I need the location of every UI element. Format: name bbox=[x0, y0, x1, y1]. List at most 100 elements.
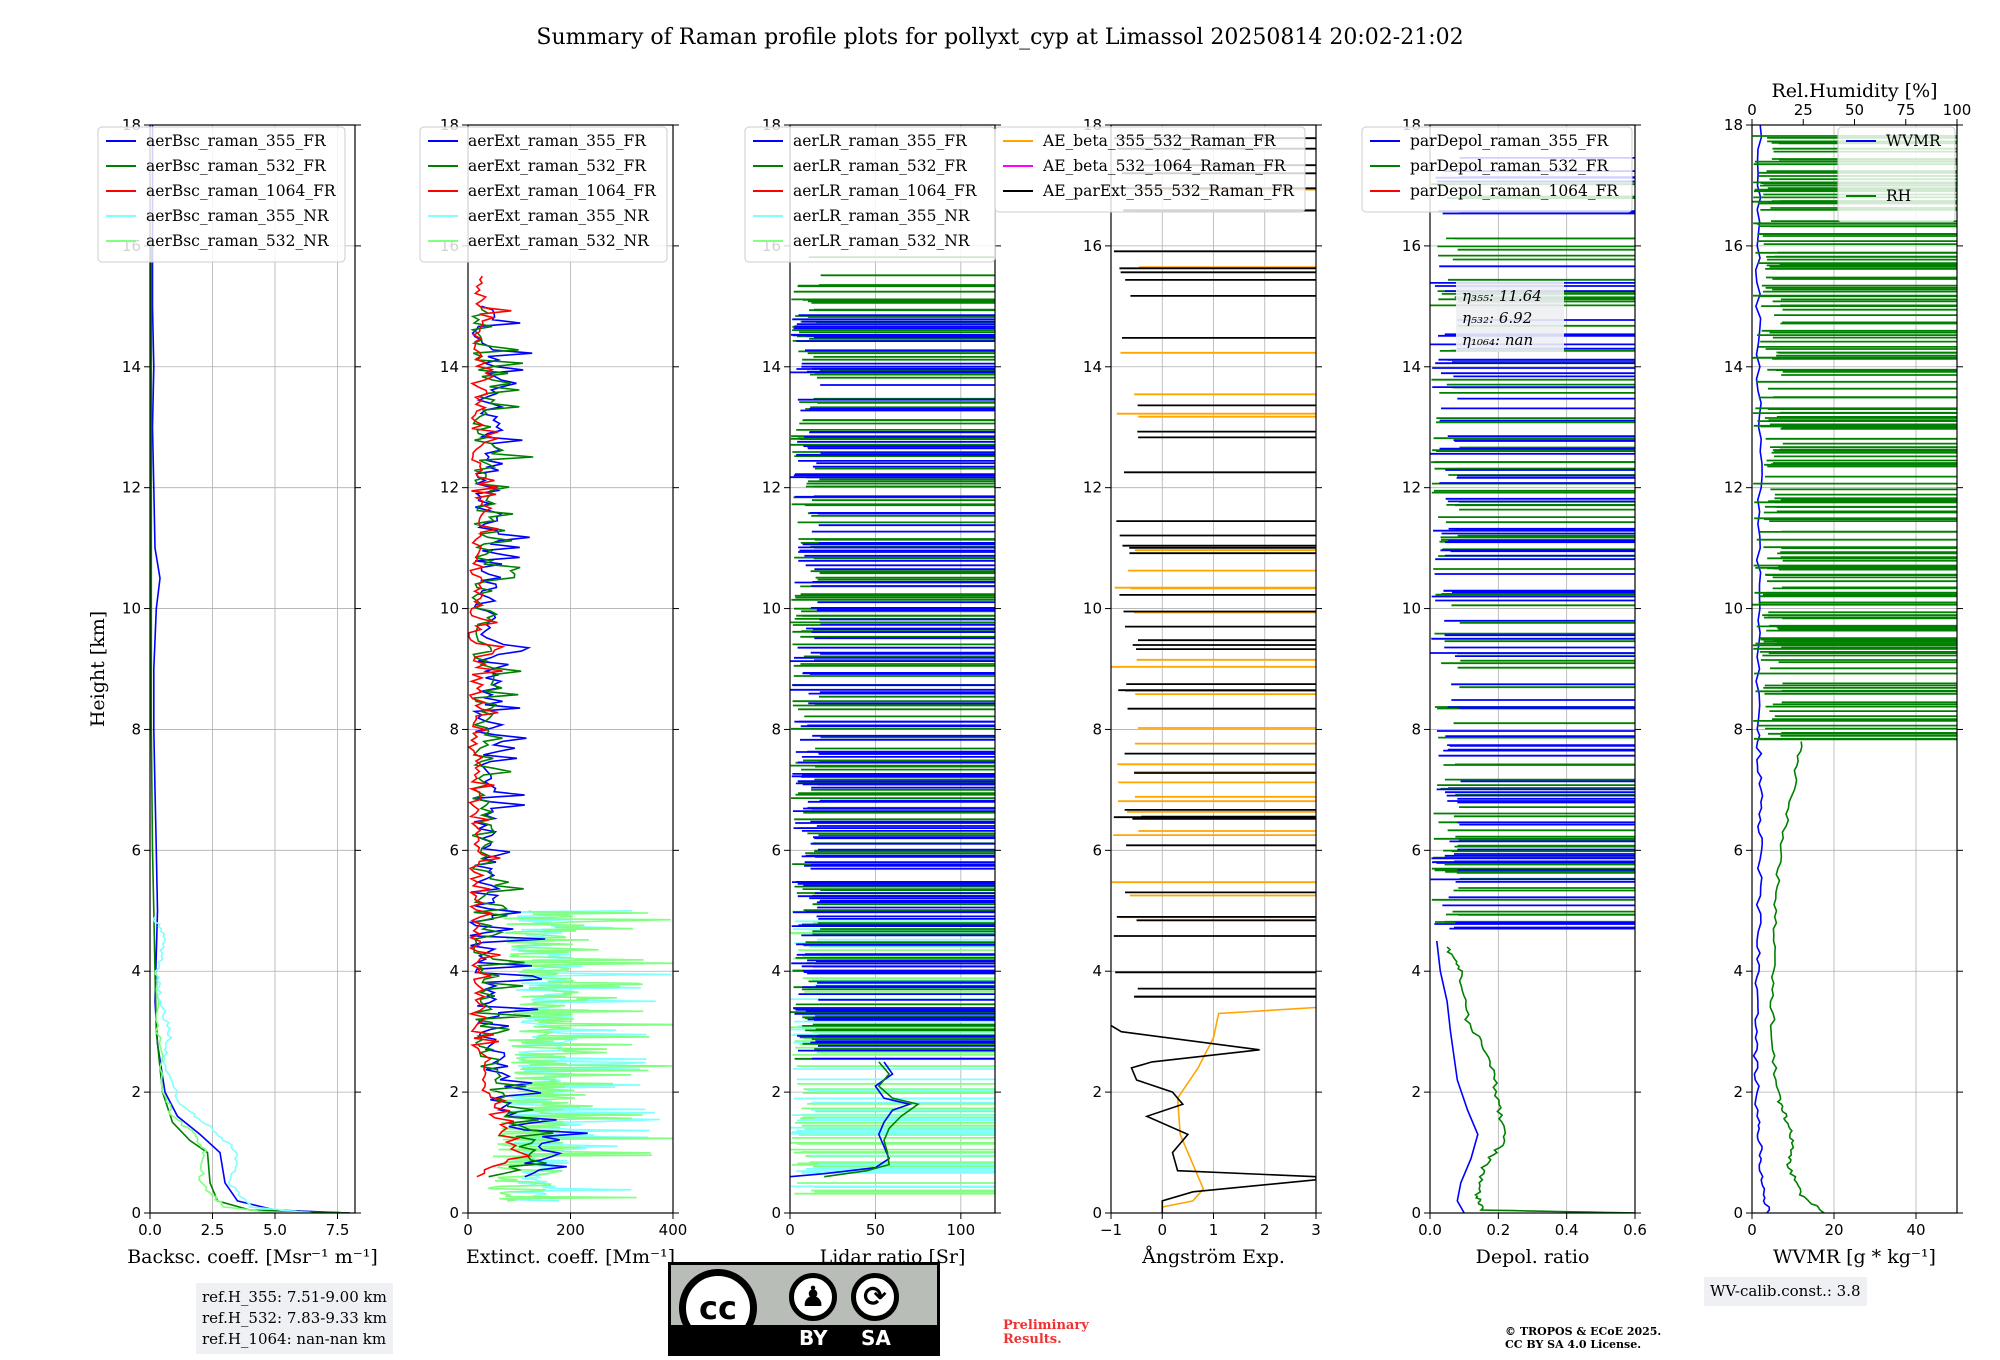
x-tick-label: 0 bbox=[1747, 1221, 1757, 1239]
legend-label: aerBsc_raman_532_NR bbox=[146, 232, 330, 250]
reference-height-box: ref.H_355: 7.51-9.00 km ref.H_532: 7.83-… bbox=[196, 1283, 393, 1354]
x-tick-label: 2.5 bbox=[201, 1221, 225, 1239]
legend-label: RH bbox=[1886, 187, 1911, 205]
y-tick-label: 6 bbox=[131, 841, 141, 859]
legend-label: AE_beta_532_1064_Raman_FR bbox=[1042, 157, 1287, 175]
y-tick-label: 10 bbox=[762, 600, 781, 618]
panel-bsc: 0.02.55.07.5024681012141618Backsc. coeff… bbox=[87, 116, 378, 1268]
legend-label: aerLR_raman_355_NR bbox=[793, 207, 971, 225]
copyright-line-1: © TROPOS & ECoE 2025. bbox=[1505, 1325, 1662, 1338]
series-line-RH bbox=[1769, 741, 1825, 1213]
y-tick-label: 2 bbox=[1092, 1083, 1102, 1101]
y-tick-label: 8 bbox=[1411, 720, 1421, 738]
legend-label: aerExt_raman_1064_FR bbox=[468, 182, 657, 200]
y-tick-label: 6 bbox=[1411, 841, 1421, 859]
x-tick-label: 3 bbox=[1311, 1221, 1321, 1239]
annotation-line: η₅₃₂: 6.92 bbox=[1462, 309, 1532, 327]
y-tick-label: 10 bbox=[1083, 600, 1102, 618]
eta-annotation: η₃₅₅: 11.64 η₅₃₂: 6.92 η₁₀₆₄: nan bbox=[1456, 282, 1564, 352]
series-line-aerExt_raman_532_NR bbox=[487, 910, 673, 1202]
y-tick-label: 8 bbox=[131, 720, 141, 738]
series-lines-aerLR_raman_355_FR bbox=[790, 314, 995, 1060]
y-tick-label: 16 bbox=[1724, 237, 1743, 255]
legend-label: aerBsc_raman_355_NR bbox=[146, 207, 330, 225]
attribution-person-icon: ♟ bbox=[789, 1273, 837, 1321]
preliminary-line-1: Preliminary bbox=[1003, 1318, 1089, 1333]
y-tick-label: 10 bbox=[122, 600, 141, 618]
x-tick-label: 400 bbox=[659, 1221, 688, 1239]
legend-label: parDepol_raman_1064_FR bbox=[1410, 182, 1619, 200]
ref-height-532: ref.H_532: 7.83-9.33 km bbox=[202, 1309, 387, 1327]
top-axis-label: Rel.Humidity [%] bbox=[1771, 80, 1937, 102]
legend-label: AE_parExt_355_532_Raman_FR bbox=[1042, 182, 1295, 200]
top-tick-label: 25 bbox=[1794, 101, 1813, 119]
legend-label: aerLR_raman_532_FR bbox=[793, 157, 968, 175]
legend-label: parDepol_raman_532_FR bbox=[1410, 157, 1610, 175]
legend-box bbox=[1361, 126, 1633, 213]
x-axis-label: Extinct. coeff. [Mm⁻¹] bbox=[466, 1246, 675, 1268]
y-tick-label: 10 bbox=[1724, 600, 1743, 618]
y-axis-label: Height [km] bbox=[87, 611, 109, 727]
annotation-line: η₃₅₅: 11.64 bbox=[1462, 287, 1542, 305]
x-axis-label: Ångström Exp. bbox=[1141, 1246, 1285, 1268]
y-tick-label: 6 bbox=[1733, 841, 1743, 859]
wv-calibration-box: WV-calib.const.: 3.8 bbox=[1704, 1277, 1867, 1306]
copyright-note: © TROPOS & ECoE 2025. CC BY SA 4.0 Licen… bbox=[1505, 1325, 1661, 1351]
series-group bbox=[468, 275, 673, 1202]
y-tick-label: 8 bbox=[1733, 720, 1743, 738]
x-tick-label: 40 bbox=[1906, 1221, 1925, 1239]
preliminary-results-note: Preliminary Results. bbox=[1003, 1319, 1089, 1347]
annotation-box bbox=[1456, 282, 1564, 352]
y-tick-label: 6 bbox=[449, 841, 459, 859]
panel-wv: 0 20 40 0 2 4 6 8 10 12 14 16 18 WVMR [g * kg⁻¹] 0 25 50… bbox=[1724, 80, 1972, 1268]
series-lines-RH_spikes bbox=[1752, 135, 1957, 741]
top-tick-label: 50 bbox=[1845, 101, 1864, 119]
y-tick-label: 0 bbox=[449, 1204, 459, 1222]
x-tick-label: 5.0 bbox=[263, 1221, 287, 1239]
y-tick-label: 4 bbox=[1092, 962, 1102, 980]
legend-box bbox=[419, 126, 668, 263]
y-tick-label: 14 bbox=[1083, 358, 1102, 376]
legend-label: aerBsc_raman_532_FR bbox=[146, 157, 327, 175]
legend-label: aerBsc_raman_355_FR bbox=[146, 132, 327, 150]
x-axis-label: WVMR [g * kg⁻¹] bbox=[1773, 1246, 1936, 1268]
y-tick-label: 12 bbox=[762, 479, 781, 497]
figure-title: Summary of Raman profile plots for polly… bbox=[536, 25, 1463, 50]
annotation-line: η₁₀₆₄: nan bbox=[1462, 331, 1533, 349]
x-axis-label: Depol. ratio bbox=[1476, 1246, 1590, 1268]
legend-label: AE_beta_355_532_Raman_FR bbox=[1042, 132, 1277, 150]
x-tick-label: 2 bbox=[1260, 1221, 1270, 1239]
cc-license-badge: cc ♟ ⟳ BY SA bbox=[668, 1262, 940, 1356]
panel-ext: 0200400024681012141618Extinct. coeff. [M… bbox=[419, 116, 688, 1268]
x-tick-label: 0 bbox=[463, 1221, 473, 1239]
legend-label: aerExt_raman_355_FR bbox=[468, 132, 647, 150]
x-axis-label: Backsc. coeff. [Msr⁻¹ m⁻¹] bbox=[127, 1246, 378, 1268]
series-line-aerExt_raman_1064_FR bbox=[468, 275, 533, 1178]
legend: parDepol_raman_355_FR parDepol_raman_532_… bbox=[1361, 126, 1633, 213]
x-tick-label: 1 bbox=[1209, 1221, 1219, 1239]
y-tick-label: 8 bbox=[1092, 720, 1102, 738]
legend-box bbox=[1837, 126, 1956, 223]
y-tick-label: 6 bbox=[771, 841, 781, 859]
legend-box bbox=[97, 126, 346, 263]
y-tick-label: 8 bbox=[771, 720, 781, 738]
x-tick-label: 0 bbox=[785, 1221, 795, 1239]
y-tick-label: 0 bbox=[1092, 1204, 1102, 1222]
axes-frame bbox=[1429, 124, 1636, 1214]
panel-lr: 050100024681012141618Lidar ratio [Sr]aer… bbox=[744, 116, 1001, 1268]
series-group bbox=[150, 125, 351, 1213]
y-tick-label: 0 bbox=[771, 1204, 781, 1222]
legend-label: aerExt_raman_532_FR bbox=[468, 157, 647, 175]
legend: AE_beta_355_532_Raman_FR AE_beta_532_1064… bbox=[994, 126, 1306, 213]
y-tick-label: 12 bbox=[122, 479, 141, 497]
legend: aerExt_raman_355_FR aerExt_raman_532_FRae… bbox=[419, 126, 668, 263]
x-tick-label: 0.0 bbox=[138, 1221, 162, 1239]
y-tick-label: 14 bbox=[440, 358, 459, 376]
y-tick-label: 0 bbox=[131, 1204, 141, 1222]
top-tick-label: 100 bbox=[1943, 101, 1972, 119]
x-tick-label: 0.0 bbox=[1418, 1221, 1442, 1239]
y-tick-label: 4 bbox=[449, 962, 459, 980]
series-line-aerExt_raman_355_FR bbox=[468, 305, 588, 1178]
legend-label: aerExt_raman_532_NR bbox=[468, 232, 650, 250]
panels: 0.02.55.07.5024681012141618Backsc. coeff… bbox=[87, 80, 1972, 1268]
